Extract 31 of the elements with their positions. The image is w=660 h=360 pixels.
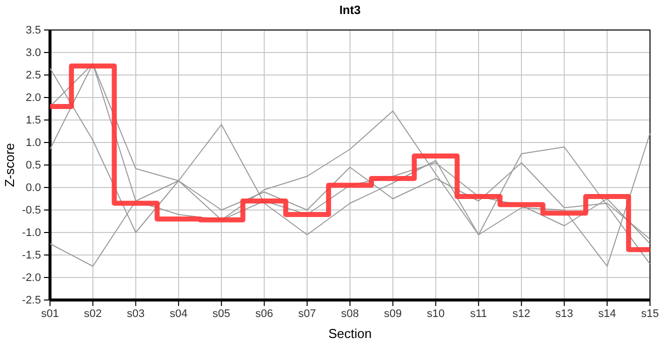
x-tick-label: s09 [384, 308, 402, 320]
chart-title: Int3 [339, 3, 361, 17]
x-tick-label: s04 [170, 308, 188, 320]
y-tick-label: 2.5 [26, 70, 41, 82]
x-tick-label: s13 [555, 308, 574, 320]
y-tick-label: -1.5 [22, 250, 41, 262]
x-tick-label: s14 [598, 308, 616, 320]
y-tick-label: 2.0 [26, 92, 41, 104]
x-tick-label: s03 [126, 308, 145, 320]
y-tick-label: -2.5 [22, 294, 41, 307]
x-tick-label: s12 [512, 308, 530, 320]
y-tick-label: -1.0 [22, 227, 41, 240]
y-tick-label: 0.0 [26, 182, 41, 194]
y-axis-title: Z-score [2, 142, 17, 188]
y-tick-label: 1.0 [26, 137, 41, 150]
x-tick-label: s01 [41, 308, 59, 320]
y-tick-label: 3.0 [26, 47, 41, 60]
y-tick-label: 0.5 [26, 160, 41, 172]
x-tick-label: s07 [298, 308, 316, 320]
x-tick-label: s11 [470, 308, 488, 320]
y-tick-label: 3.5 [26, 24, 41, 37]
x-axis-title: Section [328, 326, 372, 341]
x-tick-label: s08 [341, 308, 359, 320]
x-tick-label: s05 [212, 308, 230, 320]
y-tick-label: 1.5 [26, 114, 41, 127]
y-tick-label: -2.0 [22, 272, 41, 284]
y-tick-label: -0.5 [22, 204, 41, 217]
x-tick-label: s06 [255, 308, 274, 320]
x-tick-label: s15 [641, 308, 659, 320]
x-tick-label: s10 [426, 308, 445, 320]
x-tick-label: s02 [84, 308, 102, 320]
